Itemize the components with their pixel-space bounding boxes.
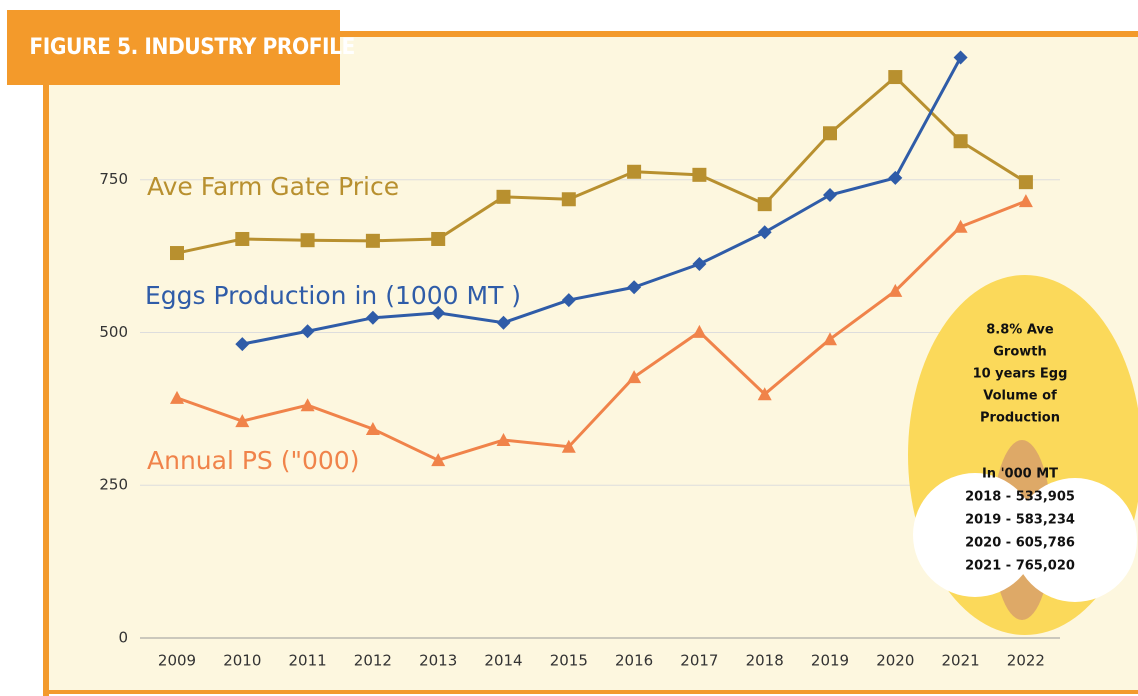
series-line	[242, 56, 962, 346]
point	[365, 233, 380, 248]
point	[561, 293, 576, 308]
point	[823, 187, 837, 202]
point	[235, 414, 250, 428]
point	[953, 219, 968, 233]
point	[953, 50, 968, 65]
point	[300, 233, 315, 248]
point	[823, 332, 837, 346]
y-tick-label: 500	[99, 323, 128, 341]
x-tick-label: 2017	[680, 652, 718, 670]
egg-shape	[913, 473, 1037, 597]
x-tick-label: 2022	[1007, 652, 1045, 670]
annotation-text: 2021 - 765,020	[965, 559, 1075, 574]
point	[692, 167, 707, 182]
annotation-text: In '000 MT	[982, 467, 1058, 482]
point	[627, 370, 642, 384]
point	[365, 422, 380, 436]
series-label: Ave Farm Gate Price	[147, 172, 399, 201]
point	[300, 324, 315, 339]
point	[561, 439, 576, 453]
point	[170, 390, 184, 404]
point	[431, 453, 446, 467]
point	[235, 231, 250, 246]
series-line	[176, 199, 1027, 462]
point	[757, 387, 772, 401]
series-label: Eggs Production in (1000 MT )	[145, 281, 521, 310]
point	[170, 246, 184, 261]
annotation-text: 8.8% Ave	[986, 323, 1054, 338]
point	[1018, 175, 1033, 190]
point	[888, 283, 903, 297]
point	[561, 192, 576, 207]
x-tick-label: 2010	[223, 652, 261, 670]
annotation-text: 2018 - 533,905	[965, 490, 1075, 505]
x-tick-label: 2019	[811, 652, 849, 670]
point	[627, 164, 642, 179]
x-tick-label: 2012	[354, 652, 392, 670]
point	[431, 231, 446, 246]
x-tick-label: 2014	[484, 652, 522, 670]
point	[757, 225, 772, 240]
point	[235, 337, 250, 352]
annotation-text: 2019 - 583,234	[965, 513, 1075, 528]
point	[300, 398, 315, 412]
point	[431, 305, 446, 320]
point	[888, 170, 903, 185]
point	[953, 134, 968, 149]
point	[365, 310, 380, 325]
x-tick-label: 2016	[615, 652, 653, 670]
series-line	[176, 75, 1027, 255]
annotation-text: Production	[980, 411, 1060, 426]
point	[692, 257, 707, 272]
point	[627, 280, 642, 295]
annotation-text: 2020 - 605,786	[965, 536, 1075, 551]
point	[823, 126, 837, 141]
annotation-text: Volume of	[983, 389, 1057, 404]
title-banner	[7, 10, 340, 85]
point	[692, 324, 707, 338]
y-tick-label: 250	[99, 476, 128, 494]
series-label: Annual PS ("000)	[147, 446, 359, 475]
egg-shape	[1013, 478, 1137, 602]
x-tick-label: 2015	[550, 652, 588, 670]
point	[757, 197, 772, 212]
x-tick-label: 2018	[746, 652, 784, 670]
point	[1018, 194, 1033, 208]
point	[496, 315, 511, 330]
chart-title: FIGURE 5. INDUSTRY PROFILE	[29, 33, 354, 59]
point	[888, 70, 903, 85]
x-tick-label: 2013	[419, 652, 457, 670]
x-tick-label: 2009	[158, 652, 196, 670]
point	[496, 189, 511, 204]
y-tick-label: 0	[118, 629, 128, 647]
annotation-text: 10 years Egg	[973, 367, 1068, 382]
x-tick-label: 2021	[942, 652, 980, 670]
y-tick-label: 750	[99, 170, 128, 188]
x-tick-label: 2011	[289, 652, 327, 670]
annotation-text: Growth	[993, 345, 1047, 360]
annotation	[908, 275, 1138, 635]
x-tick-label: 2020	[876, 652, 914, 670]
point	[496, 433, 511, 447]
